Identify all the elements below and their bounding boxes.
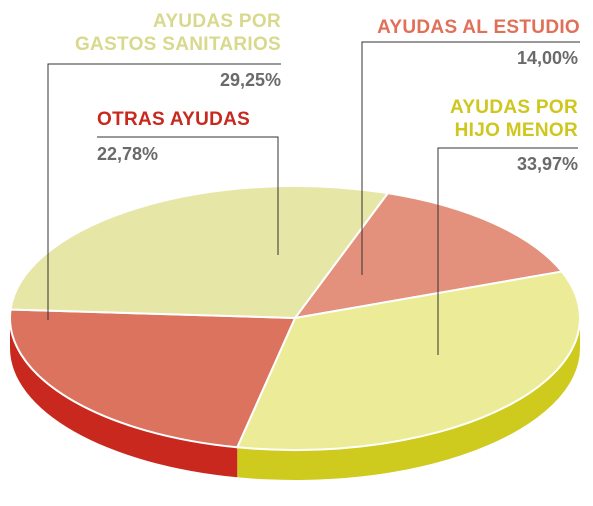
slice-label: AYUDAS POR GASTOS SANITARIOS xyxy=(74,11,281,55)
slice xyxy=(292,192,564,320)
slice-side xyxy=(237,318,581,480)
slice xyxy=(235,270,581,451)
value-label: 22,78% xyxy=(97,144,159,164)
slice-label: AYUDAS AL ESTUDIO xyxy=(377,17,580,38)
value-label: 33,97% xyxy=(516,154,578,174)
value-label: 14,00% xyxy=(516,48,578,68)
slice-label: OTRAS AYUDAS xyxy=(97,109,251,130)
slice-label: AYUDAS POR HIJO MENOR xyxy=(450,97,578,141)
leader-line xyxy=(361,41,580,275)
slice xyxy=(9,185,390,320)
leader-line xyxy=(47,63,281,320)
value-label: 29,25% xyxy=(219,70,281,90)
leader-lines xyxy=(47,41,580,355)
slice xyxy=(9,308,297,449)
pie xyxy=(9,185,581,480)
leader-line xyxy=(97,136,279,255)
slice-side xyxy=(10,318,238,478)
leader-line xyxy=(437,147,578,355)
